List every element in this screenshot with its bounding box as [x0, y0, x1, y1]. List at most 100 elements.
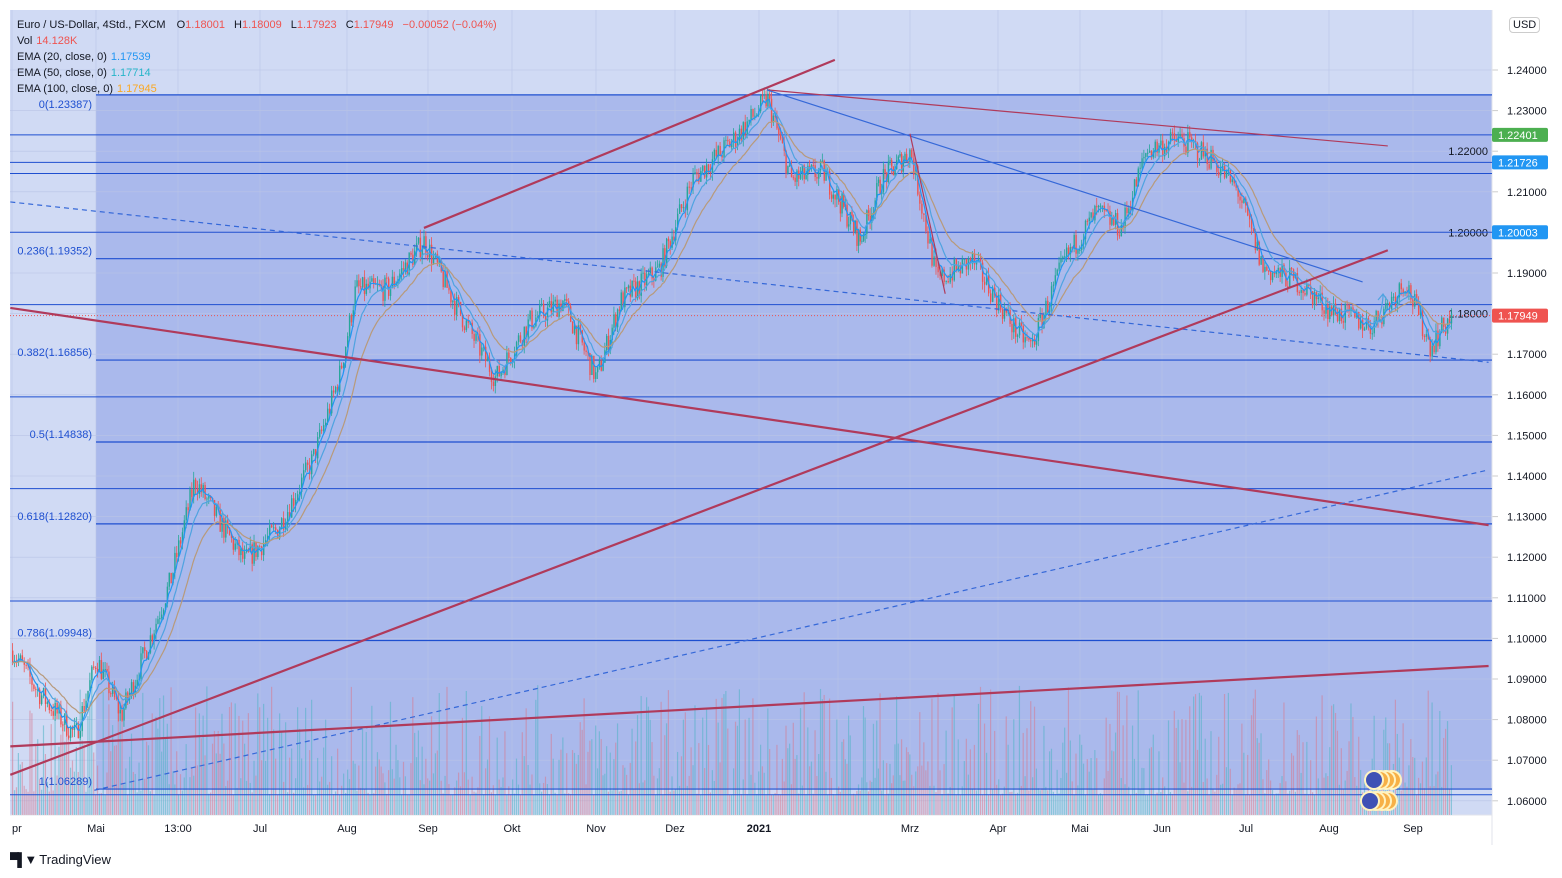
volume-bar [323, 747, 325, 815]
volume-bar [1225, 767, 1228, 815]
volume-bar [852, 793, 855, 815]
volume-bar [113, 745, 116, 815]
volume-bar [814, 730, 816, 815]
tradingview-branding[interactable]: ▀▌▼ TradingView [10, 852, 111, 867]
candle-body [225, 520, 227, 538]
volume-bar [1441, 786, 1443, 815]
volume-bar [515, 758, 518, 815]
volume-bar [196, 765, 199, 815]
volume-bar [176, 751, 178, 815]
ema20-row[interactable]: EMA (20, close, 0) 1.17539 [17, 49, 497, 65]
price-tick-label: 1.08000 [1507, 715, 1547, 727]
volume-bar [1141, 767, 1143, 815]
volume-bar [541, 791, 543, 815]
candle-body [1126, 207, 1128, 214]
candle-body [50, 710, 53, 712]
candle-body [801, 165, 804, 174]
candle-body [977, 259, 980, 261]
candle-body [715, 149, 718, 157]
candle-body [404, 262, 407, 270]
candle-body [19, 655, 22, 659]
volume-bar [112, 725, 114, 815]
candle-body [106, 668, 108, 672]
candle-body [1111, 218, 1113, 225]
candle-body [923, 213, 925, 216]
candle-body [1005, 308, 1008, 313]
volume-bar [211, 743, 214, 815]
candle-body [867, 210, 870, 216]
candle-body [48, 702, 51, 711]
candle-body [358, 280, 360, 287]
volume-bar [228, 706, 231, 815]
candle-body [1340, 308, 1343, 322]
volume-bar [1237, 784, 1239, 815]
volume-bar [1271, 790, 1274, 815]
ema100-row[interactable]: EMA (100, close, 0) 1.17945 [17, 81, 497, 97]
volume-bar [1260, 733, 1262, 815]
candle-body [238, 539, 240, 556]
candle-body [1290, 267, 1293, 270]
volume-bar [1198, 692, 1201, 815]
volume-bar [1338, 784, 1340, 815]
candle-body [52, 711, 54, 716]
candle-body [285, 524, 287, 530]
candle-body [598, 360, 601, 367]
volume-bar [1154, 794, 1156, 815]
symbol-title[interactable]: Euro / US-Dollar, 4Std., FXCM [17, 19, 166, 31]
time-tick-label: Aug [1319, 823, 1339, 835]
candle-body [790, 165, 793, 178]
volume-bar [423, 784, 425, 815]
volume-bar [363, 789, 365, 815]
volume-bar [1241, 723, 1243, 815]
volume-bar [864, 717, 866, 815]
volume-bar [618, 791, 620, 815]
volume-bar [783, 781, 785, 815]
volume-bar [1431, 702, 1433, 815]
volume-bar [490, 792, 493, 815]
candle-body [998, 294, 1000, 311]
candle-body [1160, 140, 1162, 146]
volume-bar [644, 780, 646, 815]
candle-body [401, 268, 403, 274]
candle-body [667, 238, 670, 242]
candle-body [157, 619, 159, 624]
candle-body [425, 236, 427, 253]
volume-row[interactable]: Vol 14.128K [17, 33, 497, 49]
volume-bar [471, 776, 473, 815]
candle-body [1310, 285, 1312, 292]
volume-bar [1323, 777, 1325, 815]
candle-body [481, 347, 483, 356]
candle-body [857, 229, 860, 246]
candle-body [921, 203, 923, 214]
candle-body [293, 498, 295, 506]
candle-body [799, 173, 802, 179]
volume-bar [765, 794, 767, 815]
volume-bar [1221, 783, 1224, 815]
volume-bar [401, 794, 403, 815]
volume-bar [73, 771, 75, 815]
candle-body [187, 507, 189, 511]
currency-badge[interactable]: USD [1509, 17, 1541, 33]
volume-bar [832, 794, 834, 815]
candle-body [371, 278, 373, 282]
volume-bar [781, 758, 783, 815]
ema50-row[interactable]: EMA (50, close, 0) 1.17714 [17, 65, 497, 81]
volume-bar [1058, 793, 1060, 815]
volume-bar [953, 695, 955, 815]
volume-bar [232, 794, 234, 815]
volume-bar [1033, 706, 1036, 815]
candle-body [809, 165, 811, 168]
volume-bar [1340, 748, 1342, 815]
trend-line [10, 306, 1489, 527]
candle-body [1210, 149, 1212, 169]
close-label: C [345, 19, 354, 31]
volume-bar [915, 771, 917, 815]
candle-body [194, 479, 197, 489]
volume-bar [367, 792, 369, 815]
candle-body [161, 614, 163, 618]
candle-body [656, 266, 659, 268]
price-tick-label: 1.16000 [1507, 390, 1547, 402]
volume-bar [1443, 737, 1445, 815]
volume-bar [1067, 687, 1070, 815]
